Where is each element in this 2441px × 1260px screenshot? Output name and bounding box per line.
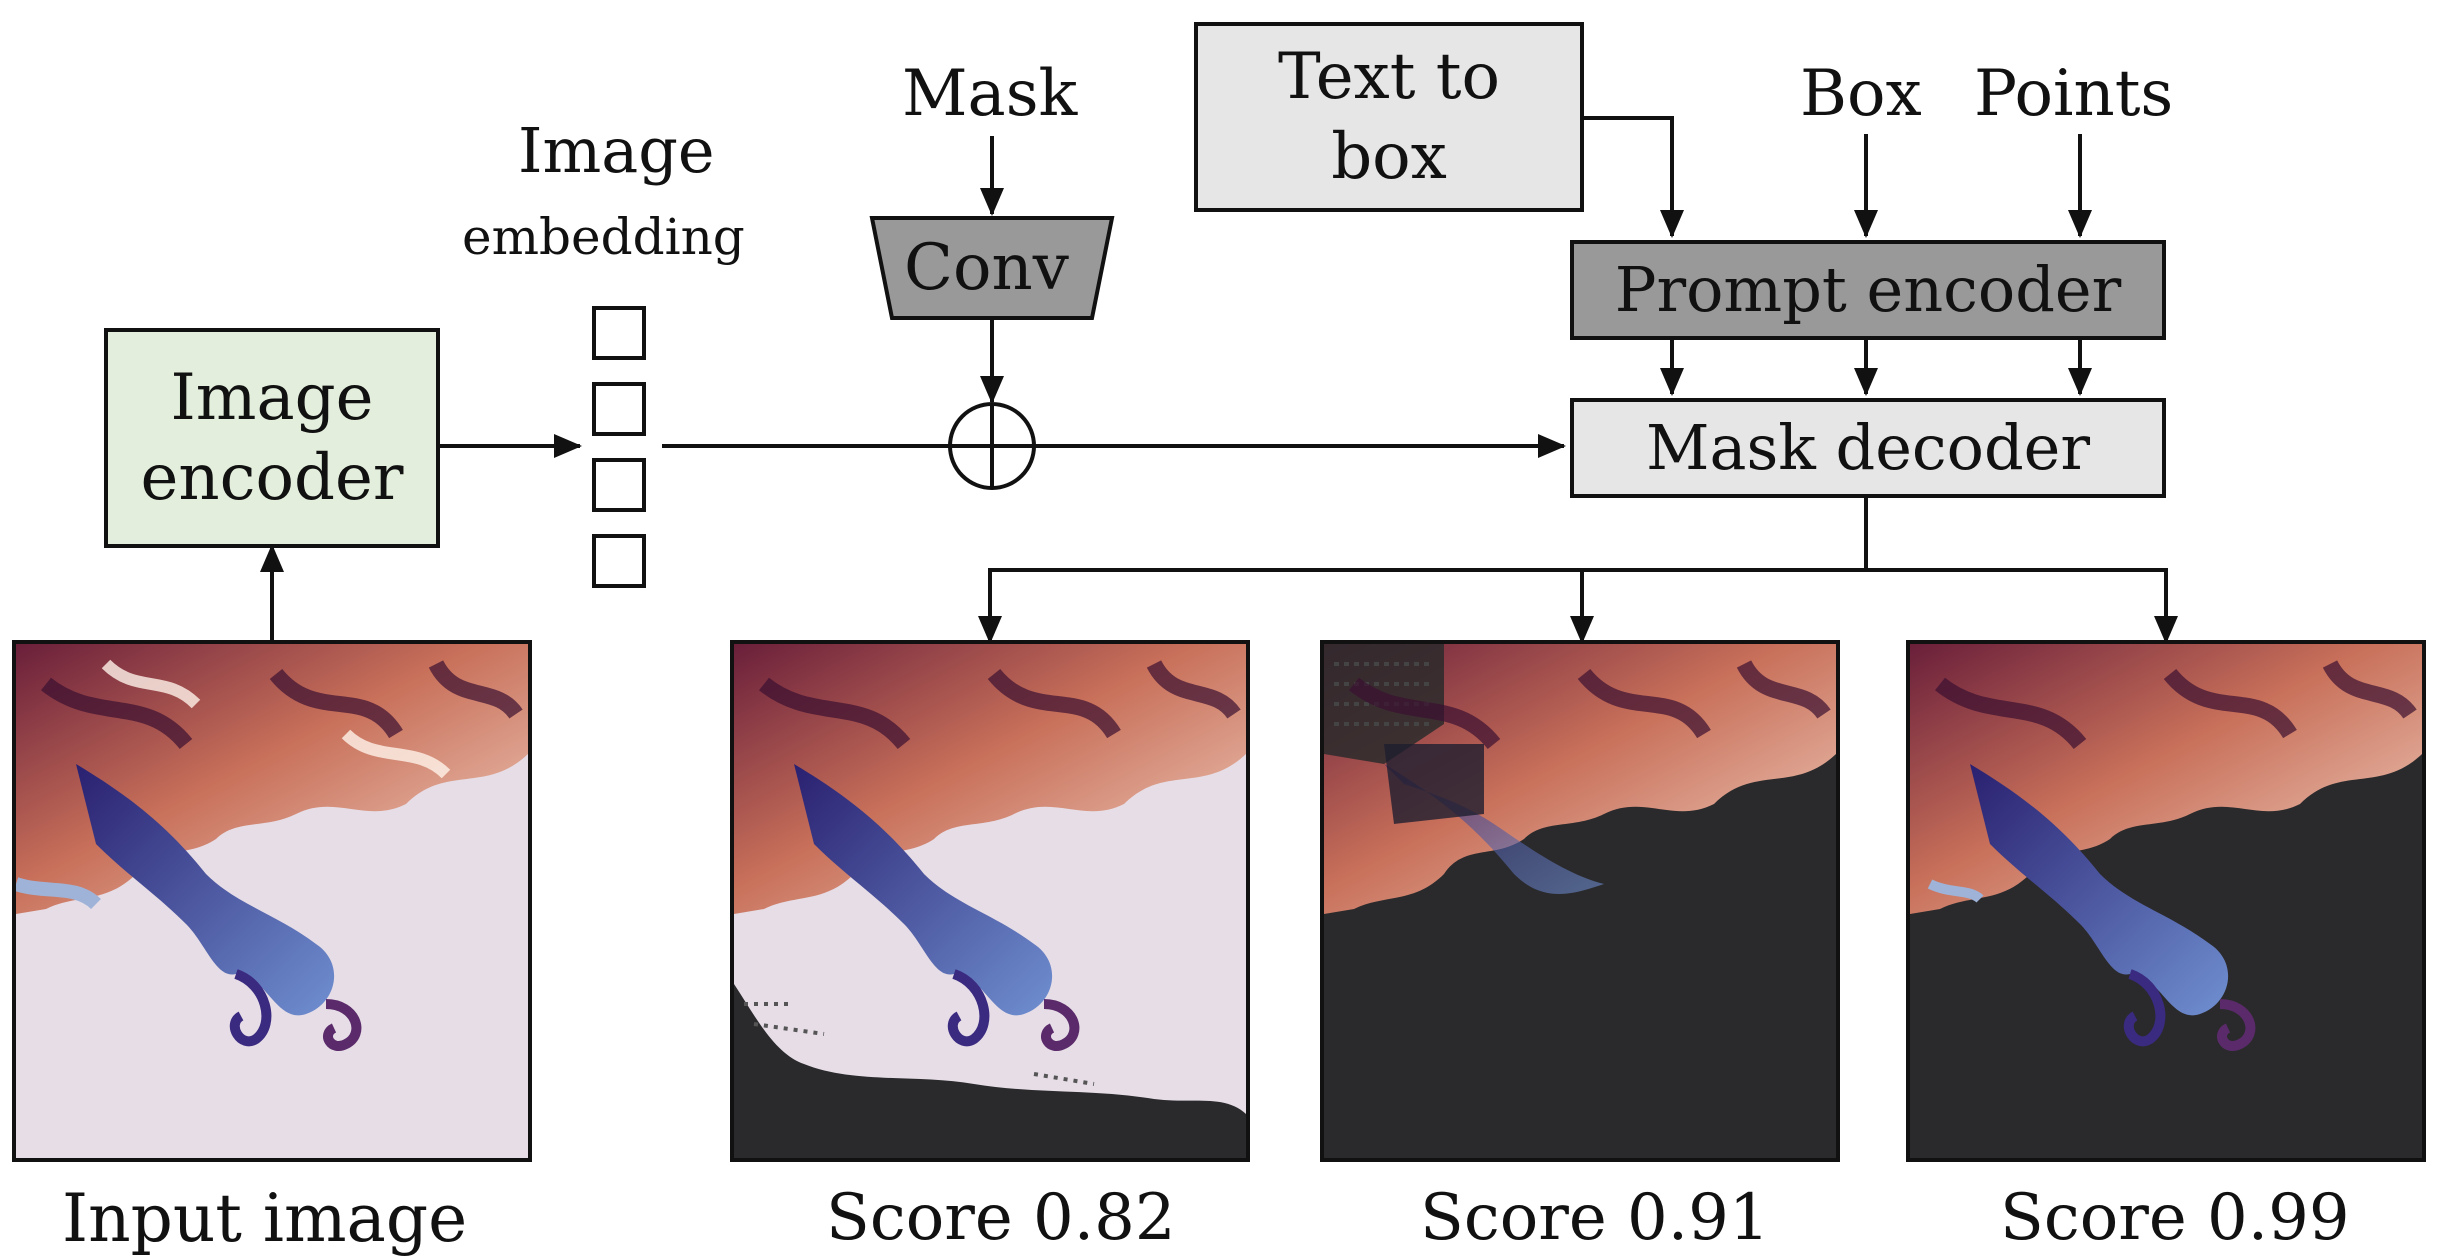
- box-input-label: Box: [1800, 57, 1922, 131]
- conv-block: [869, 216, 1115, 320]
- mask-image-3: [1910, 644, 2422, 1158]
- prompt-encoder-block: Prompt encoder: [1570, 240, 2166, 340]
- prompt-encoder-label: Prompt encoder: [1614, 253, 2122, 327]
- input-image-panel: [12, 640, 532, 1162]
- output-mask-panel-2: [1320, 640, 1840, 1162]
- conv-label: Conv: [904, 231, 1069, 305]
- arrow-textbox-to-prompt: [1582, 116, 1684, 238]
- embedding-cell: [592, 534, 646, 588]
- mask-decoder-block: Mask decoder: [1570, 398, 2166, 498]
- embedding-cell: [592, 306, 646, 360]
- caption-score-1: Score 0.82: [826, 1181, 1176, 1255]
- output-mask-panel-3: [1906, 640, 2426, 1162]
- embedding-cell: [592, 382, 646, 436]
- caption-score-2: Score 0.91: [1420, 1181, 1770, 1255]
- image-embedding-title: Image: [518, 114, 715, 187]
- embedding-cell: [592, 458, 646, 512]
- points-input-label: Points: [1974, 57, 2174, 131]
- caption-input-image: Input image: [62, 1180, 468, 1257]
- mask-input-label: Mask: [902, 57, 1078, 131]
- output-mask-panel-1: [730, 640, 1250, 1162]
- text-to-box-label: Text to box: [1278, 40, 1500, 194]
- sum-node-icon: [948, 402, 1036, 490]
- image-encoder-block: Image encoder: [104, 328, 440, 548]
- caption-score-3: Score 0.99: [2000, 1181, 2350, 1255]
- image-encoder-label: Image encoder: [140, 361, 404, 515]
- mask-decoder-label: Mask decoder: [1646, 411, 2090, 485]
- mask-image-2: [1324, 644, 1836, 1158]
- image-embedding-subtitle: embedding: [462, 208, 745, 266]
- flow-image: [16, 644, 528, 1158]
- mask-image-1: [734, 644, 1246, 1158]
- text-to-box-block: Text to box: [1194, 22, 1584, 212]
